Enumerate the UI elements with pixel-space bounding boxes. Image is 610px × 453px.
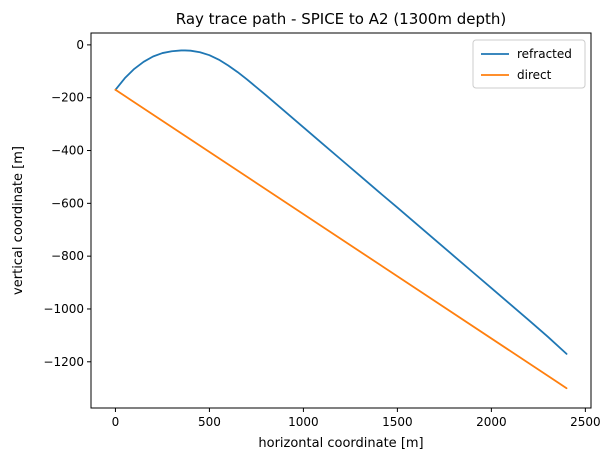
y-tick-label: 0 [76,38,84,52]
series-line-direct [114,88,568,390]
x-axis-label: horizontal coordinate [m] [258,436,423,451]
y-tick-label: −600 [51,196,84,210]
series-line-refracted [114,49,568,355]
x-tick-label: 500 [198,415,221,429]
y-axis-label: vertical coordinate [m] [11,146,26,295]
x-tick-label: 1000 [288,415,319,429]
x-tick-label: 1500 [382,415,413,429]
legend: refracted direct [472,39,586,89]
plot-frame [90,32,592,409]
x-tick-label: 0 [112,415,120,429]
chart-title: Ray trace path - SPICE to A2 (1300m dept… [176,10,507,28]
legend-label-direct: direct [517,68,552,82]
y-tick-label: −800 [51,249,84,263]
y-tick-label: −1200 [43,355,84,369]
x-tick-label: 2500 [570,415,601,429]
legend-label-refracted: refracted [517,47,572,61]
y-tick-label: −1000 [43,302,84,316]
y-tick-label: −200 [51,91,84,105]
x-tick-label: 2000 [476,415,507,429]
y-tick-label: −400 [51,144,84,158]
legend-box [472,39,586,89]
